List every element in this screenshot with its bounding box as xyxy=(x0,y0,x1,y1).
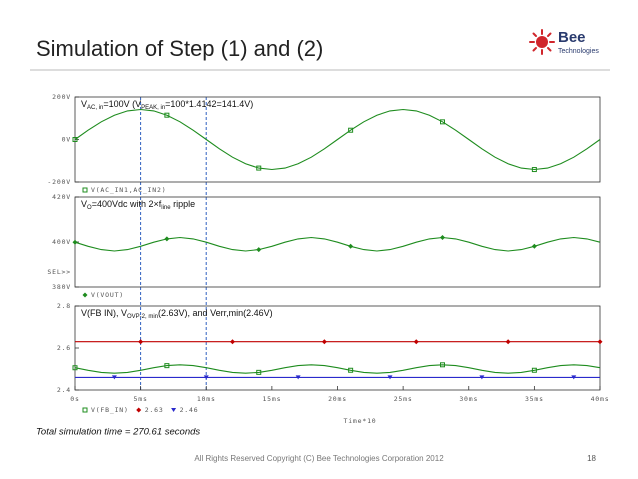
marker xyxy=(111,375,117,380)
annotation-part: OVP-2, min xyxy=(127,314,158,320)
marker xyxy=(72,365,78,371)
marker xyxy=(230,339,235,345)
marker xyxy=(440,119,445,125)
y-tick-label: 2.4 xyxy=(57,386,71,394)
page-number: 18 xyxy=(587,454,596,463)
legend-label: V(VOUT) xyxy=(91,291,124,299)
x-tick-label: 10ms xyxy=(197,395,216,403)
marker xyxy=(505,339,511,345)
marker xyxy=(82,187,88,193)
legend-label: V(FB_IN) xyxy=(91,406,129,414)
marker xyxy=(164,112,170,118)
legend-label: 2.46 xyxy=(180,406,199,414)
marker xyxy=(531,243,537,249)
marker xyxy=(136,407,142,413)
y-tick-label: 380V xyxy=(52,283,71,291)
x-tick-label: 40ms xyxy=(591,395,610,403)
y-tick-label: -200V xyxy=(47,178,71,186)
slide-title: Simulation of Step (1) and (2) xyxy=(36,36,323,61)
marker xyxy=(387,375,393,380)
marker xyxy=(440,362,445,368)
annotation-part: line xyxy=(161,205,171,211)
x-tick-label: 15ms xyxy=(262,395,281,403)
marker xyxy=(295,375,301,380)
annotation-part: AC, in xyxy=(87,105,103,111)
annotation-part: =100V (V xyxy=(103,99,141,109)
logo-sub: Technologies xyxy=(558,48,599,55)
annotation: V(FB IN), VOVP-2, min(2.63V), and Verr,m… xyxy=(81,308,273,319)
marker xyxy=(413,339,419,345)
annotation: VO=400Vdc with 2×fline ripple xyxy=(81,199,195,210)
annotation-part: =400Vdc with 2×f xyxy=(92,199,162,209)
legend-label: V(AC_IN1,AC_IN2) xyxy=(91,186,166,194)
marker xyxy=(348,243,354,249)
x-tick-label: 25ms xyxy=(394,395,413,403)
x-tick-label: 35ms xyxy=(525,395,544,403)
x-axis-label: Time*10 xyxy=(344,417,377,425)
x-tick-label: 0s xyxy=(70,395,79,403)
annotation-part: (2.63V), and Verr,min(2.46V) xyxy=(158,308,273,318)
y-tick-label: 400V xyxy=(52,238,71,246)
logo-name: Bee xyxy=(558,29,586,46)
logo-icon xyxy=(529,29,555,55)
annotation-part: PEAK, in xyxy=(141,105,165,111)
x-tick-label: 20ms xyxy=(328,395,347,403)
marker xyxy=(82,407,88,413)
marker xyxy=(571,375,577,380)
sim-note: Total simulation time = 270.61 seconds xyxy=(36,427,200,438)
annotation-part: ripple xyxy=(171,199,196,209)
y-tick-label: 2.8 xyxy=(57,302,71,310)
marker xyxy=(256,369,262,375)
sel-label: SEL>> xyxy=(47,268,71,276)
annotation-part: V xyxy=(81,99,87,109)
marker xyxy=(321,339,327,345)
y-tick-label: 0V xyxy=(62,136,71,144)
annotation-part: V(FB IN), V xyxy=(81,308,127,318)
legend-label: 2.63 xyxy=(145,406,164,414)
marker xyxy=(348,367,354,373)
series-line xyxy=(74,108,601,171)
annotation-part: O xyxy=(87,205,92,211)
marker xyxy=(440,235,445,240)
marker xyxy=(597,339,603,345)
marker xyxy=(256,165,262,171)
series-line xyxy=(74,236,601,252)
marker xyxy=(203,375,209,380)
marker xyxy=(256,247,262,253)
x-tick-label: 30ms xyxy=(459,395,478,403)
marker xyxy=(348,127,354,133)
footer: All Rights Reserved Copyright (C) Bee Te… xyxy=(194,454,444,463)
marker xyxy=(138,339,144,345)
marker xyxy=(72,239,78,245)
marker xyxy=(72,137,78,142)
series-line xyxy=(74,364,601,374)
marker xyxy=(531,367,537,373)
marker xyxy=(171,408,177,412)
x-tick-label: 5ms xyxy=(134,395,148,403)
marker xyxy=(164,236,170,242)
annotation-part: =100*1.4142=141.4V) xyxy=(165,99,253,109)
annotation-part: V xyxy=(81,199,87,209)
marker xyxy=(82,292,88,298)
y-tick-label: 200V xyxy=(52,93,71,101)
y-tick-label: 420V xyxy=(52,193,71,201)
marker xyxy=(531,167,537,173)
y-tick-label: 2.6 xyxy=(57,344,71,352)
marker xyxy=(164,363,170,369)
marker xyxy=(479,375,485,380)
annotation: VAC, in=100V (VPEAK, in=100*1.4142=141.4… xyxy=(81,99,253,110)
